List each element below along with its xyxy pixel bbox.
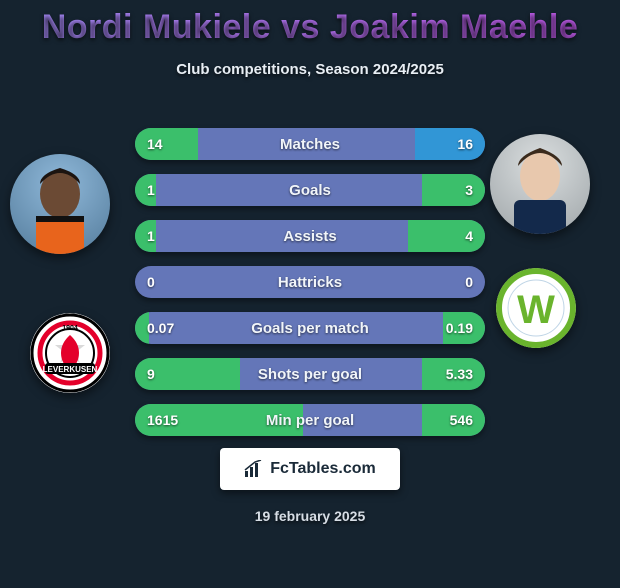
- stat-label: Shots per goal: [135, 358, 485, 390]
- footer-brand[interactable]: FcTables.com: [220, 448, 400, 490]
- stat-value-left: 0: [147, 266, 155, 298]
- stat-label: Assists: [135, 220, 485, 252]
- stat-row: Matches14 16: [135, 128, 485, 160]
- stat-value-left: 14: [147, 128, 163, 160]
- stat-row: Goals per match0.07 0.19: [135, 312, 485, 344]
- stat-label: Goals: [135, 174, 485, 206]
- club-badge-right: W: [496, 268, 576, 348]
- stat-value-left: 1615: [147, 404, 178, 436]
- stat-row: Hattricks0 0: [135, 266, 485, 298]
- stat-label: Matches: [135, 128, 485, 160]
- footer-date: 19 february 2025: [0, 508, 620, 524]
- stat-row: Min per goal1615 546: [135, 404, 485, 436]
- club-badge-left: LEVERKUSEN 1904: [30, 313, 110, 393]
- page-title: Nordi Mukiele vs Joakim Maehle: [0, 8, 620, 47]
- bar-chart-icon: [244, 460, 264, 478]
- stat-value-left: 9: [147, 358, 155, 390]
- stat-row: Assists1 4: [135, 220, 485, 252]
- stat-value-left: 1: [147, 220, 155, 252]
- stat-value-right: 546: [450, 404, 473, 436]
- player-right-avatar: [490, 134, 590, 234]
- stat-value-right: 0: [465, 266, 473, 298]
- stat-label: Goals per match: [135, 312, 485, 344]
- svg-text:1904: 1904: [62, 325, 78, 332]
- stat-value-right: 16: [457, 128, 473, 160]
- stat-value-right: 5.33: [446, 358, 473, 390]
- stat-label: Hattricks: [135, 266, 485, 298]
- page-subtitle: Club competitions, Season 2024/2025: [0, 61, 620, 78]
- stat-value-left: 1: [147, 174, 155, 206]
- stat-value-right: 3: [465, 174, 473, 206]
- footer-brand-text: FcTables.com: [270, 460, 376, 478]
- stat-value-right: 0.19: [446, 312, 473, 344]
- stat-value-right: 4: [465, 220, 473, 252]
- stat-row: Goals1 3: [135, 174, 485, 206]
- stat-row: Shots per goal9 5.33: [135, 358, 485, 390]
- stat-value-left: 0.07: [147, 312, 174, 344]
- club-badge-right-text: W: [517, 288, 555, 332]
- stats-table: Matches1416Goals13Assists14Hattricks00Go…: [135, 128, 485, 450]
- club-badge-left-text: LEVERKUSEN: [43, 365, 98, 374]
- stat-label: Min per goal: [135, 404, 485, 436]
- player-left-avatar: [10, 154, 110, 254]
